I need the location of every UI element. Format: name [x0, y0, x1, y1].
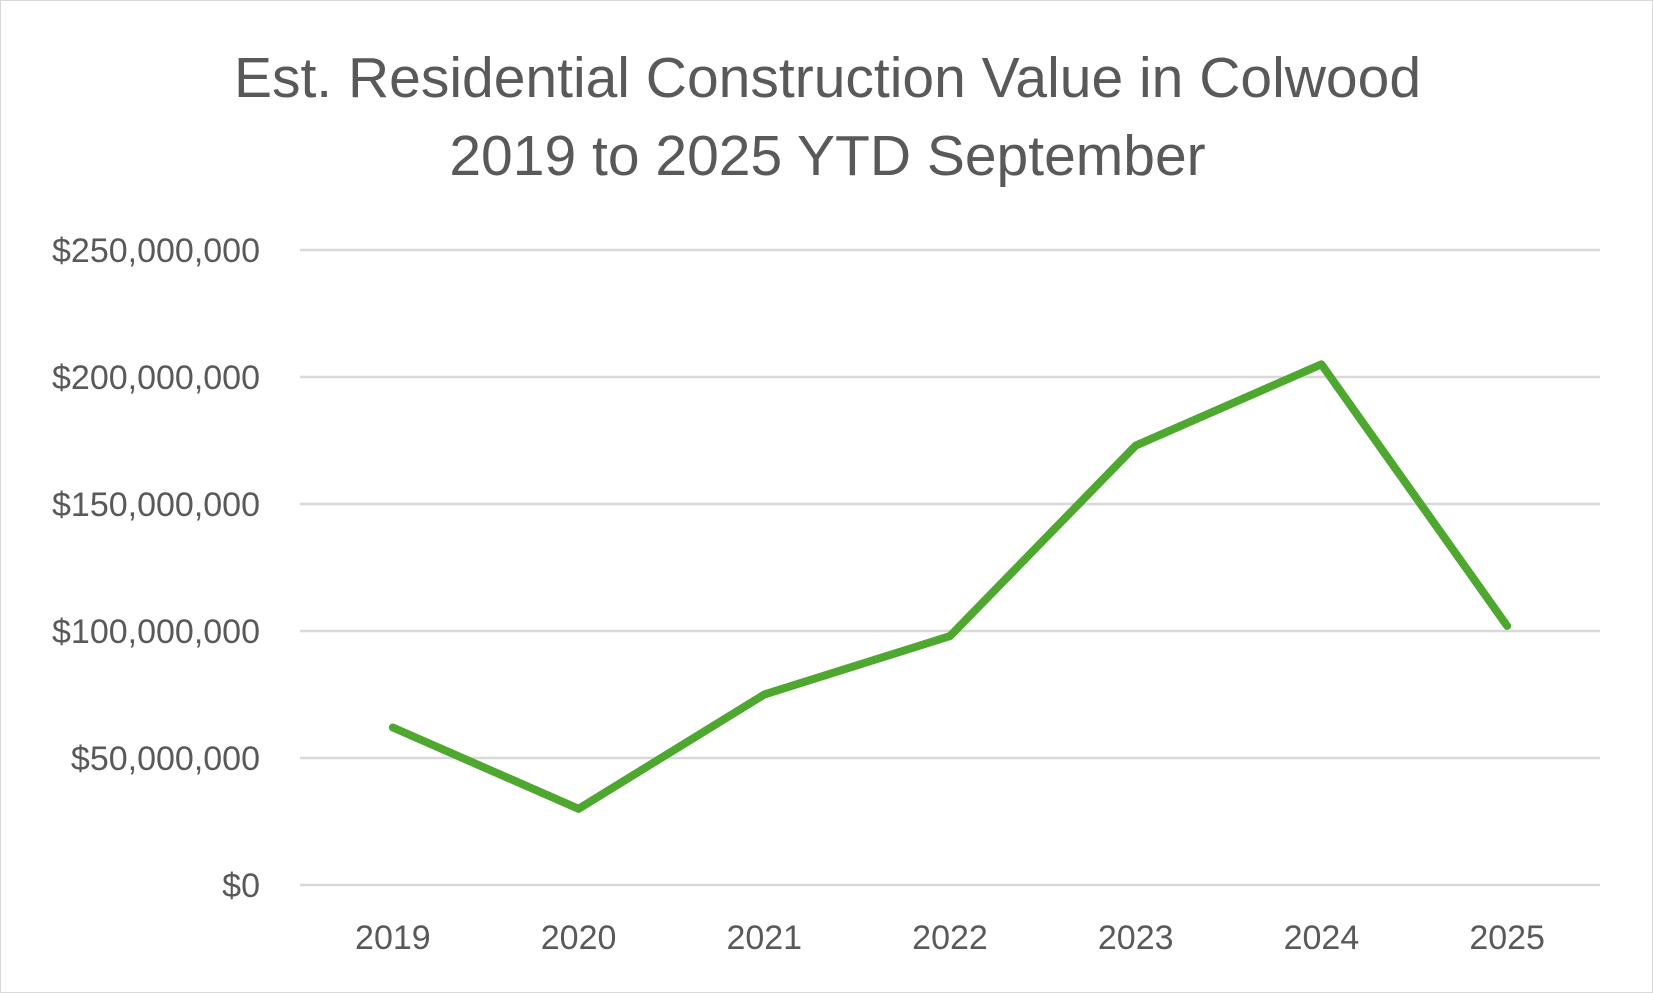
chart-title-line-2: 2019 to 2025 YTD September — [449, 124, 1206, 188]
y-tick-label: $250,000,000 — [52, 232, 260, 270]
x-tick-label: 2020 — [541, 919, 617, 957]
x-tick-label: 2019 — [355, 919, 431, 957]
series-line — [388, 360, 1512, 813]
y-tick-label: $0 — [222, 867, 260, 905]
x-tick-label: 2021 — [726, 919, 802, 957]
y-tick-label: $50,000,000 — [71, 740, 260, 778]
gridlines — [300, 248, 1600, 887]
x-tick-label: 2022 — [912, 919, 988, 957]
x-tick-label: 2025 — [1469, 919, 1545, 957]
chart-title-line-1: Est. Residential Construction Value in C… — [233, 46, 1422, 110]
x-axis-tick-labels: 2019 2020 2021 2022 2023 2024 2025 — [355, 919, 1545, 957]
series-layer — [388, 360, 1512, 813]
y-tick-label: $150,000,000 — [52, 486, 260, 524]
x-tick-label: 2023 — [1098, 919, 1174, 957]
x-tick-label: 2024 — [1284, 919, 1360, 957]
chart-title: Est. Residential Construction Value in C… — [1, 39, 1653, 195]
y-tick-label: $200,000,000 — [52, 359, 260, 397]
y-tick-label: $100,000,000 — [52, 613, 260, 651]
y-axis-tick-labels: $0 $50,000,000 $100,000,000 $150,000,000 $20… — [52, 232, 260, 905]
